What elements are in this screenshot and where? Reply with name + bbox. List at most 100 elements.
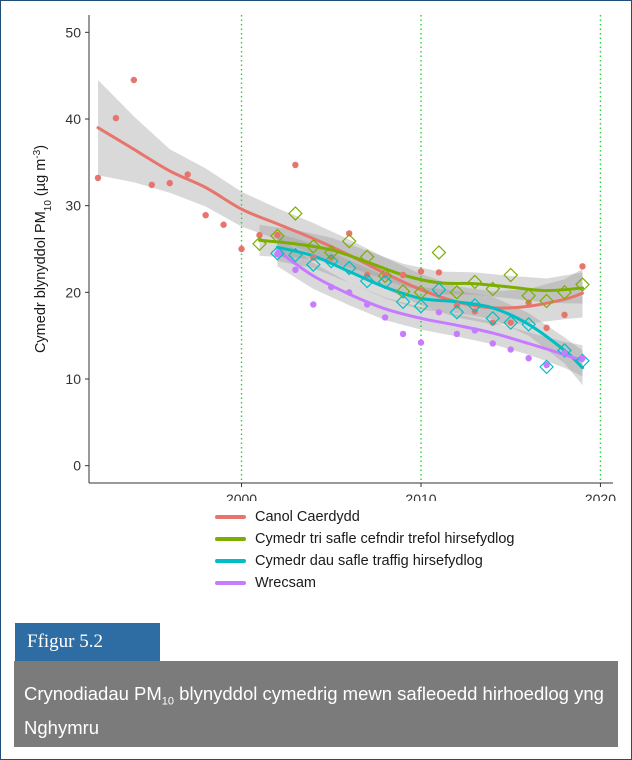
point-s1-2018 <box>557 284 572 300</box>
point-s1-2011 <box>431 245 447 260</box>
point-s2-2017 <box>539 359 554 375</box>
point-s0-1994 <box>130 76 138 84</box>
point-s0-1997 <box>184 171 191 178</box>
x-tick-label-2010: 2010 <box>405 491 436 501</box>
point-s3-2013 <box>471 327 479 334</box>
point-s3-2012 <box>453 330 461 338</box>
point-s0-2015 <box>507 319 514 326</box>
point-s3-2010 <box>417 339 425 346</box>
caption-text-end: blynyddol cymedrig mewn safleoedd hirhoe… <box>24 683 604 738</box>
y-tick-label-0: 0 <box>73 458 81 474</box>
band-0 <box>98 80 583 325</box>
point-s3-2008 <box>381 314 389 321</box>
legend-label-3: Wrecsam <box>255 575 316 591</box>
legend-swatch-2 <box>215 559 246 563</box>
point-s1-2006 <box>341 233 357 249</box>
legend-swatch-0 <box>215 515 246 519</box>
y-axis-title: Cymedr blynyddol PM10 (µg m-3) <box>32 145 54 353</box>
legend-item-2: Cymedr dau safle traffig hirsefydlog <box>215 550 515 572</box>
point-s0-2017 <box>543 324 550 332</box>
point-s0-2010 <box>417 268 425 275</box>
point-s1-2009 <box>395 284 411 299</box>
point-s1-2019 <box>575 277 590 292</box>
y-tick-label-20: 20 <box>65 284 81 300</box>
legend-label-2: Cymedr dau safle traffig hirsefydlog <box>255 553 483 569</box>
figure-label: Ffigur 5.2 <box>15 623 160 661</box>
point-s2-2010 <box>413 298 429 314</box>
point-s1-2015 <box>503 267 519 283</box>
point-s2-2018 <box>557 343 572 358</box>
confidence-bands <box>98 80 583 386</box>
point-s0-2001 <box>256 231 263 239</box>
point-s1-2014 <box>485 281 501 297</box>
point-s0-1996 <box>166 179 173 187</box>
point-s0-2014 <box>489 319 496 326</box>
figure-caption: Crynodiadau PM10 blynyddol cymedrig mewn… <box>14 661 618 747</box>
point-s1-2001 <box>252 236 267 252</box>
point-s2-2006 <box>341 260 357 276</box>
point-s2-2004 <box>305 257 321 272</box>
point-s0-2009 <box>399 271 407 279</box>
point-s1-2004 <box>305 239 321 254</box>
point-s1-2007 <box>359 249 375 265</box>
point-s0-1993 <box>112 114 120 122</box>
point-s0-2019 <box>579 263 586 270</box>
figure-label-text: Ffigur 5.2 <box>27 631 103 652</box>
point-s2-2014 <box>485 310 501 326</box>
point-s1-2012 <box>449 284 465 300</box>
point-s2-2016 <box>521 317 537 332</box>
point-s1-2002 <box>270 228 285 244</box>
point-s3-2015 <box>507 346 514 353</box>
legend-label-0: Canol Caerdydd <box>255 509 360 525</box>
point-s1-2005 <box>323 245 339 260</box>
point-s2-2012 <box>449 304 465 320</box>
point-s1-2013 <box>467 274 483 290</box>
point-s2-2008 <box>377 274 393 290</box>
legend-item-3: Wrecsam <box>215 572 515 594</box>
y-tick-label-30: 30 <box>65 198 81 214</box>
band-2 <box>277 233 583 386</box>
smooth-line-2 <box>275 245 584 370</box>
x-tick-label-2020: 2020 <box>585 491 616 501</box>
point-s2-2013 <box>467 297 483 313</box>
x-tick-label-2000: 2000 <box>226 491 257 501</box>
y-tick-label-40: 40 <box>65 111 81 127</box>
point-s3-2011 <box>435 309 443 316</box>
point-s0-2006 <box>346 230 353 237</box>
point-s0-1998 <box>202 212 209 219</box>
point-s2-2015 <box>503 315 519 331</box>
point-s0-1999 <box>220 221 227 228</box>
point-s3-2003 <box>292 266 299 273</box>
point-s3-2017 <box>543 361 550 369</box>
point-s3-2019 <box>579 355 586 362</box>
point-s3-2004 <box>310 301 317 308</box>
point-s2-2002 <box>270 245 285 261</box>
point-s2-2009 <box>395 294 411 310</box>
point-s3-2018 <box>561 349 568 357</box>
y-tick-label-10: 10 <box>65 371 81 387</box>
legend-swatch-3 <box>215 581 246 585</box>
point-s3-2007 <box>363 301 371 308</box>
point-s3-2005 <box>328 283 335 291</box>
axes: 0 10 20 30 40 50 2000 2010 2020 <box>65 15 616 501</box>
point-s3-2002 <box>274 251 281 258</box>
point-s2-2019 <box>575 353 590 369</box>
point-s1-2017 <box>539 293 554 309</box>
point-s1-2010 <box>413 284 429 300</box>
band-1 <box>259 224 583 304</box>
point-s3-2014 <box>489 340 496 347</box>
point-s3-2009 <box>399 330 407 338</box>
point-s0-2000 <box>238 245 245 253</box>
point-s3-2006 <box>346 289 353 296</box>
point-s0-1995 <box>148 181 156 189</box>
caption-subscript: 10 <box>161 695 175 708</box>
point-s0-2011 <box>435 269 443 276</box>
legend-label-1: Cymedr tri safle cefndir trefol hirsefyd… <box>255 531 515 547</box>
point-s2-2005 <box>323 253 339 269</box>
point-s0-1992 <box>94 174 102 182</box>
point-s0-2018 <box>561 311 568 319</box>
point-s2-2007 <box>359 273 375 289</box>
legend-item-1: Cymedr tri safle cefndir trefol hirsefyd… <box>215 528 515 550</box>
point-s1-2008 <box>377 268 393 284</box>
